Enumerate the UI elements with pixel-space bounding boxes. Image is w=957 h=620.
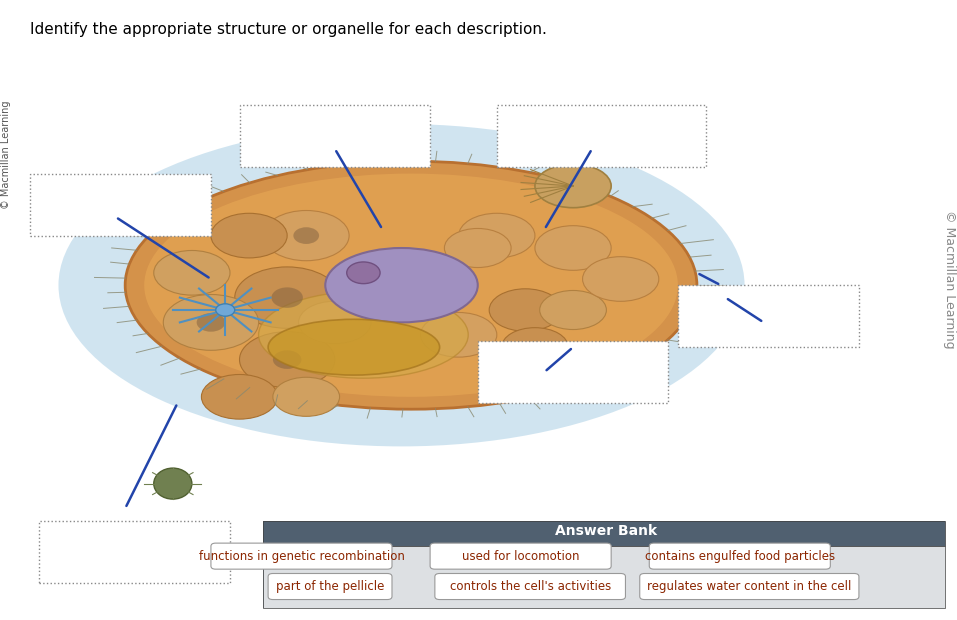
Text: © Macmillan Learning: © Macmillan Learning <box>943 210 956 348</box>
Ellipse shape <box>444 228 511 268</box>
Ellipse shape <box>583 257 658 301</box>
Ellipse shape <box>268 319 439 375</box>
Ellipse shape <box>145 174 678 397</box>
Ellipse shape <box>164 294 258 350</box>
Ellipse shape <box>239 332 335 388</box>
Text: functions in genetic recombination: functions in genetic recombination <box>198 550 405 562</box>
Ellipse shape <box>125 161 697 409</box>
FancyBboxPatch shape <box>263 521 945 608</box>
FancyBboxPatch shape <box>430 543 612 569</box>
FancyBboxPatch shape <box>239 105 430 167</box>
FancyBboxPatch shape <box>211 543 392 569</box>
Ellipse shape <box>420 312 497 357</box>
Ellipse shape <box>201 374 278 419</box>
Ellipse shape <box>215 304 234 316</box>
Ellipse shape <box>489 289 562 331</box>
Ellipse shape <box>263 211 349 261</box>
Ellipse shape <box>273 377 340 417</box>
Ellipse shape <box>346 262 380 284</box>
Ellipse shape <box>501 327 568 366</box>
Ellipse shape <box>535 226 612 270</box>
Ellipse shape <box>58 124 745 446</box>
Ellipse shape <box>154 468 191 499</box>
FancyBboxPatch shape <box>478 341 668 403</box>
Ellipse shape <box>535 164 612 208</box>
Text: Answer Bank: Answer Bank <box>555 525 657 538</box>
Ellipse shape <box>196 313 225 332</box>
FancyBboxPatch shape <box>497 105 706 167</box>
Ellipse shape <box>211 213 287 258</box>
FancyBboxPatch shape <box>268 574 392 600</box>
FancyBboxPatch shape <box>434 574 626 600</box>
Ellipse shape <box>273 350 301 369</box>
Text: Identify the appropriate structure or organelle for each description.: Identify the appropriate structure or or… <box>30 22 546 37</box>
Ellipse shape <box>540 290 607 330</box>
Ellipse shape <box>458 213 535 258</box>
Text: controls the cell's activities: controls the cell's activities <box>450 580 611 593</box>
FancyBboxPatch shape <box>30 174 211 236</box>
Ellipse shape <box>325 248 478 322</box>
Ellipse shape <box>154 250 230 295</box>
FancyBboxPatch shape <box>649 543 831 569</box>
Ellipse shape <box>272 287 302 308</box>
Text: © Macmillan Learning: © Macmillan Learning <box>1 100 11 210</box>
Ellipse shape <box>258 291 468 378</box>
Text: regulates water content in the cell: regulates water content in the cell <box>647 580 852 593</box>
FancyBboxPatch shape <box>263 521 945 546</box>
Text: used for locomotion: used for locomotion <box>462 550 579 562</box>
Ellipse shape <box>294 228 319 244</box>
FancyBboxPatch shape <box>39 521 230 583</box>
FancyBboxPatch shape <box>639 574 859 600</box>
Text: contains engulfed food particles: contains engulfed food particles <box>645 550 835 562</box>
Text: part of the pellicle: part of the pellicle <box>276 580 384 593</box>
FancyBboxPatch shape <box>263 546 945 608</box>
FancyBboxPatch shape <box>678 285 859 347</box>
Ellipse shape <box>299 301 371 343</box>
Ellipse shape <box>234 267 340 328</box>
